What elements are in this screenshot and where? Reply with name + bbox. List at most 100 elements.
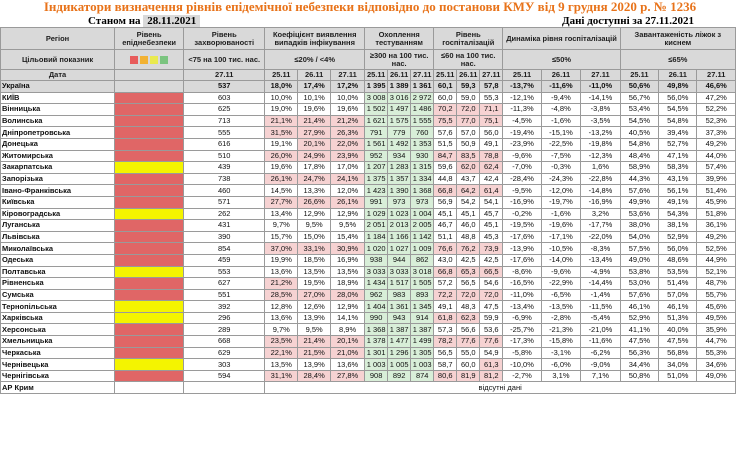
detection-cell: 21,5% (297, 346, 332, 360)
region-name: Кіровоградська (0, 207, 116, 221)
hosp-dynamics-cell: -3,1% (540, 346, 582, 360)
hosp-dynamics-cell: -15,8% (540, 335, 582, 348)
hospitalization-cell: 60,0 (456, 358, 481, 371)
hosp-dynamics-cell: -3,8% (580, 103, 621, 116)
hospitalization-cell: 51,1 (433, 230, 458, 244)
hospitalization-cell: 44,8 (433, 172, 458, 186)
header-date: Дата (0, 69, 116, 81)
hosp-dynamics-cell: -11,0% (580, 80, 621, 93)
detection-cell: 15,7% (264, 230, 299, 244)
hospitalization-cell: 46,7 (433, 219, 458, 232)
region-name: Запорізька (0, 172, 116, 186)
hosp-dynamics-cell: -21,0% (580, 323, 621, 337)
testing-cell: 1 003 (410, 358, 435, 371)
hospitalization-cell: 48,3 (456, 300, 481, 313)
detection-cell: 21,0% (330, 346, 366, 360)
testing-cell: 1 575 (387, 114, 412, 128)
testing-cell: 1 003 (364, 358, 389, 371)
testing-cell: 1 555 (410, 114, 435, 128)
date-col: 26.11 (387, 69, 412, 81)
testing-cell: 791 (364, 126, 389, 139)
testing-cell: 990 (364, 311, 389, 325)
hospitalization-cell: 54,2 (456, 195, 481, 209)
testing-cell: 3 016 (387, 91, 412, 105)
oxygen-beds-cell: 51,4% (658, 277, 698, 290)
hosp-dynamics-cell: -19,4% (502, 126, 542, 139)
detection-cell: 19,6% (330, 103, 366, 116)
hospitalization-cell: 45,7 (479, 207, 504, 221)
testing-cell: 1 395 (364, 80, 389, 93)
level-legend (114, 49, 185, 70)
hospitalization-cell: 57,0 (456, 126, 481, 139)
level-cell (114, 288, 185, 302)
testing-cell: 1 166 (387, 230, 412, 244)
hosp-dynamics-cell: -9,0% (580, 358, 621, 371)
oxygen-beds-cell: 56,0% (658, 242, 698, 255)
detection-cell: 21,2% (330, 114, 366, 128)
hospitalization-cell: 61,4 (479, 184, 504, 197)
hospitalization-cell: 51,5 (433, 137, 458, 151)
oxygen-beds-cell: 44,3% (619, 172, 660, 186)
oxygen-beds-cell: 51,3% (658, 311, 698, 325)
testing-cell: 892 (387, 369, 412, 383)
oxygen-beds-cell: 50,6% (619, 80, 660, 93)
level-cell (114, 300, 185, 313)
hospitalization-cell: 71,1 (479, 103, 504, 116)
hospitalization-cell: 65,3 (456, 265, 481, 279)
testing-cell: 1 283 (387, 161, 412, 174)
testing-cell: 1 375 (364, 172, 389, 186)
hospitalization-cell: 56,9 (433, 195, 458, 209)
oxygen-beds-cell: 37,3% (696, 126, 736, 139)
region-name: АР Крим (0, 381, 116, 395)
oxygen-beds-cell: 52,9% (658, 230, 698, 244)
hosp-dynamics-cell: -13,5% (540, 300, 582, 313)
hosp-dynamics-cell: 1,6% (580, 161, 621, 174)
target-oxygen-beds: ≤65% (619, 49, 737, 70)
detection-cell: 13,9% (297, 311, 332, 325)
detection-cell: 33,1% (297, 242, 332, 255)
testing-cell: 1 027 (387, 242, 412, 255)
detection-cell: 12,6% (297, 300, 332, 313)
detection-cell: 17,8% (297, 161, 332, 174)
oxygen-beds-cell: 36,1% (696, 219, 736, 232)
legend-swatch-orange (140, 55, 149, 64)
oxygen-beds-cell: 49,8% (658, 80, 698, 93)
hosp-dynamics-cell: -3,5% (580, 114, 621, 128)
hospitalization-cell: 81,9 (456, 369, 481, 383)
table-row: Чернівецька 303 13,5% 13,9% 13,6% 1 003 1 005 1… (0, 358, 736, 371)
oxygen-beds-cell: 43,1% (658, 172, 698, 186)
testing-cell: 1 353 (410, 137, 435, 151)
hospitalization-cell: 59,3 (456, 80, 481, 93)
testing-cell: 3 018 (410, 265, 435, 279)
detection-cell: 14,1% (330, 311, 366, 325)
oxygen-beds-cell: 52,5% (696, 242, 736, 255)
detection-cell: 30,9% (330, 242, 366, 255)
oxygen-beds-cell: 38,0% (619, 219, 660, 232)
hosp-dynamics-cell: -16,9% (580, 195, 621, 209)
testing-cell: 908 (364, 369, 389, 383)
table-row: Житомирська 510 26,0% 24,9% 23,9% 952 934 930 84… (0, 149, 736, 163)
status-date: 28.11.2021 (143, 15, 201, 27)
hospitalization-cell: 78,8 (479, 149, 504, 163)
hosp-dynamics-cell: -17,6% (502, 253, 542, 267)
testing-cell: 1 517 (387, 277, 412, 290)
oxygen-beds-cell: 53,8% (619, 265, 660, 279)
level-cell (114, 103, 185, 116)
testing-cell: 1 492 (387, 137, 412, 151)
header-oxygen-beds: Завантаженість ліжок з киснем (619, 27, 737, 50)
oxygen-beds-cell: 54,8% (658, 114, 698, 128)
date-col: 26.11 (297, 69, 332, 81)
testing-cell: 1 004 (410, 207, 435, 221)
hospitalization-cell: 66,8 (433, 184, 458, 197)
hospitalization-cell: 45,1 (433, 207, 458, 221)
oxygen-beds-cell: 39,4% (658, 126, 698, 139)
detection-cell: 9,7% (264, 323, 299, 337)
detection-cell: 9,5% (297, 323, 332, 337)
level-cell (114, 381, 185, 395)
oxygen-beds-cell: 34,0% (658, 358, 698, 371)
detection-cell: 13,5% (264, 358, 299, 371)
hosp-dynamics-cell: -28,4% (502, 172, 542, 186)
level-cell (114, 346, 185, 360)
oxygen-beds-cell: 53,4% (619, 103, 660, 116)
detection-cell: 19,9% (264, 253, 299, 267)
